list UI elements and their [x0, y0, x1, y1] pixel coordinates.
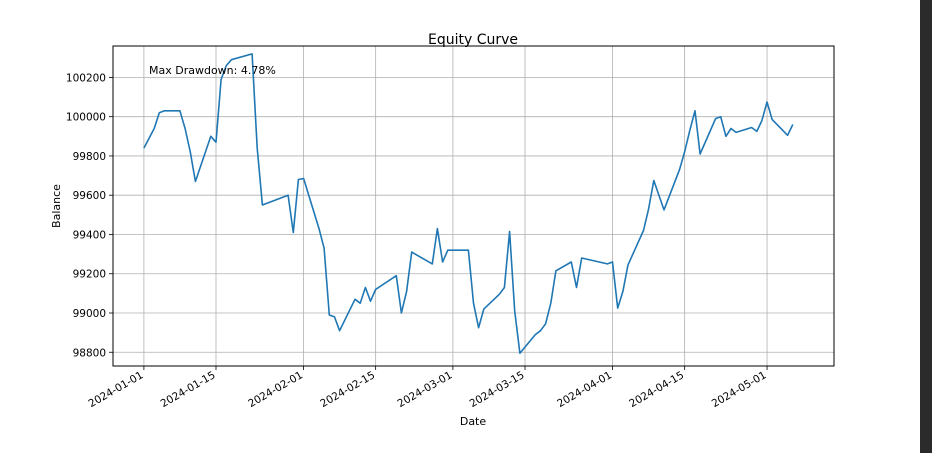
x-tick-label: 2024-02-01 — [246, 369, 305, 410]
plot-area-frame — [112, 45, 835, 367]
x-tick-label: 2024-04-01 — [555, 369, 614, 410]
window-scrollbar[interactable] — [920, 0, 932, 453]
y-tick-label: 98800 — [73, 347, 106, 359]
x-tick-label: 2024-02-15 — [318, 369, 377, 410]
x-tick-label: 2024-03-15 — [468, 369, 527, 410]
x-axis-label: Date — [460, 415, 487, 428]
y-tick-label: 99600 — [73, 190, 106, 202]
y-tick-label: 100000 — [66, 112, 106, 124]
series-line — [143, 53, 794, 354]
chart-title: Equity Curve — [428, 32, 518, 48]
x-axis-ticks: 2024-01-01 2024-01-15 2024-02-01 2024-02-15… — [87, 366, 769, 410]
y-tick-label: 99800 — [73, 151, 106, 163]
y-tick-label: 99000 — [73, 308, 106, 320]
x-tick-label: 2024-03-01 — [396, 369, 455, 410]
y-axis-ticks: 98800 99000 99200 99400 99600 99800 100000 1002… — [66, 72, 113, 359]
x-tick-label: 2024-05-01 — [710, 369, 769, 410]
x-tick-label: 2024-04-15 — [627, 369, 686, 410]
y-tick-label: 100200 — [66, 72, 106, 84]
x-tick-label: 2024-01-01 — [87, 369, 146, 410]
grid-lines — [113, 46, 834, 366]
y-tick-label: 99200 — [73, 269, 106, 281]
max-drawdown-annotation: Max Drawdown: 4.78% — [149, 64, 276, 77]
x-tick-label: 2024-01-15 — [159, 369, 218, 410]
y-axis-label: Balance — [50, 184, 63, 228]
y-tick-label: 99400 — [73, 229, 106, 241]
